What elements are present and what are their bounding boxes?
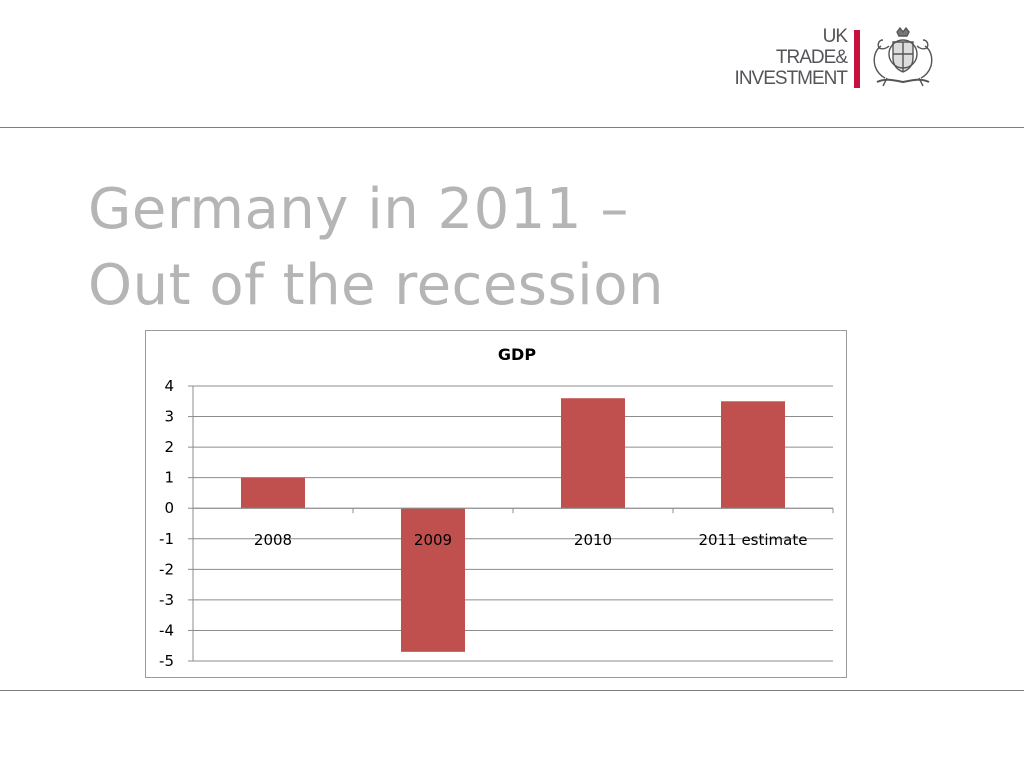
gdp-chart: GDP 4 3 2 1 0 -1 -2 -3 -4 -5 2008 2009 2010 2011 estim… (145, 330, 847, 678)
gdp-chart-plot: GDP 4 3 2 1 0 -1 -2 -3 -4 -5 2008 2009 2010 2011 estim… (159, 345, 834, 670)
logo-line-1: UK (822, 26, 848, 47)
y-tick-label: 0 (164, 499, 174, 517)
y-tick-label: 4 (164, 377, 174, 395)
logo-line-2: TRADE& (775, 47, 848, 68)
logo-line-3: INVESTMENT (734, 68, 848, 89)
category-label: 2009 (414, 531, 452, 549)
y-tick-label: 2 (164, 438, 174, 456)
logo-accent-bar (854, 30, 860, 88)
chart-title: GDP (498, 345, 536, 364)
bar-2010 (561, 398, 625, 509)
category-label: 2008 (254, 531, 292, 549)
y-tick-label: -2 (159, 560, 174, 578)
y-tick-label: 3 (164, 408, 174, 426)
y-tick-label: 1 (164, 469, 174, 487)
category-label: 2011 estimate (699, 531, 808, 549)
y-tick-label: -4 (159, 621, 174, 639)
slide-title: Germany in 2011 – Out of the recession (88, 172, 664, 324)
slide-title-line-2: Out of the recession (88, 253, 664, 318)
y-tick-label: -1 (159, 530, 174, 548)
logo-wordmark: UK TRADE& INVESTMENT (734, 26, 848, 89)
bar-2011-estimate (721, 401, 785, 509)
bar-2009 (401, 508, 465, 652)
header-divider (0, 127, 1024, 128)
royal-coat-of-arms-icon (873, 26, 933, 87)
footer-divider (0, 690, 1024, 691)
y-tick-label: -5 (159, 652, 174, 670)
slide-title-line-1: Germany in 2011 – (88, 177, 629, 242)
bar-2008 (241, 477, 305, 509)
ukti-logo: UK TRADE& INVESTMENT (733, 26, 943, 92)
category-label: 2010 (574, 531, 612, 549)
y-tick-label: -3 (159, 591, 174, 609)
